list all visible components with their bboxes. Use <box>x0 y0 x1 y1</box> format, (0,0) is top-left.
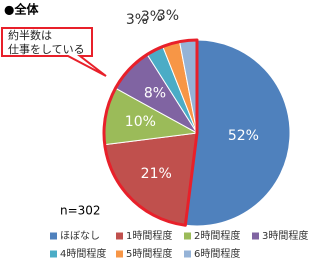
legend-swatch <box>50 250 57 258</box>
chart-title: ●全体 <box>4 2 39 17</box>
data-label: 52% <box>228 128 259 144</box>
data-label: 21% <box>141 166 172 182</box>
legend-swatch <box>50 232 57 240</box>
legend-swatch <box>184 250 191 258</box>
legend-label: 2時間程度 <box>194 229 240 242</box>
legend-label: 6時間程度 <box>194 247 240 260</box>
legend-swatch <box>116 232 123 240</box>
legend-swatch <box>116 250 123 258</box>
legend-label: 4時間程度 <box>60 247 106 260</box>
data-label: 8% <box>144 86 166 102</box>
legend-label: 5時間程度 <box>126 247 172 260</box>
legend-swatch <box>252 232 259 240</box>
callout-text: 約半数は <box>8 28 52 42</box>
sample-size: n=302 <box>60 204 101 218</box>
data-label: 3% <box>157 8 179 24</box>
data-label: 3% <box>126 12 148 28</box>
data-label: 10% <box>125 114 156 130</box>
data-label: 3% <box>141 9 163 25</box>
legend-label: 3時間程度 <box>262 229 308 242</box>
legend-label: 1時間程度 <box>126 229 172 242</box>
callout-box <box>1 27 107 77</box>
pie-slice <box>184 39 291 227</box>
legend-swatch <box>184 232 191 240</box>
legend-label: ほぼなし <box>60 230 100 242</box>
callout-text: 仕事をしている <box>8 43 85 56</box>
highlight-outline <box>102 38 199 227</box>
